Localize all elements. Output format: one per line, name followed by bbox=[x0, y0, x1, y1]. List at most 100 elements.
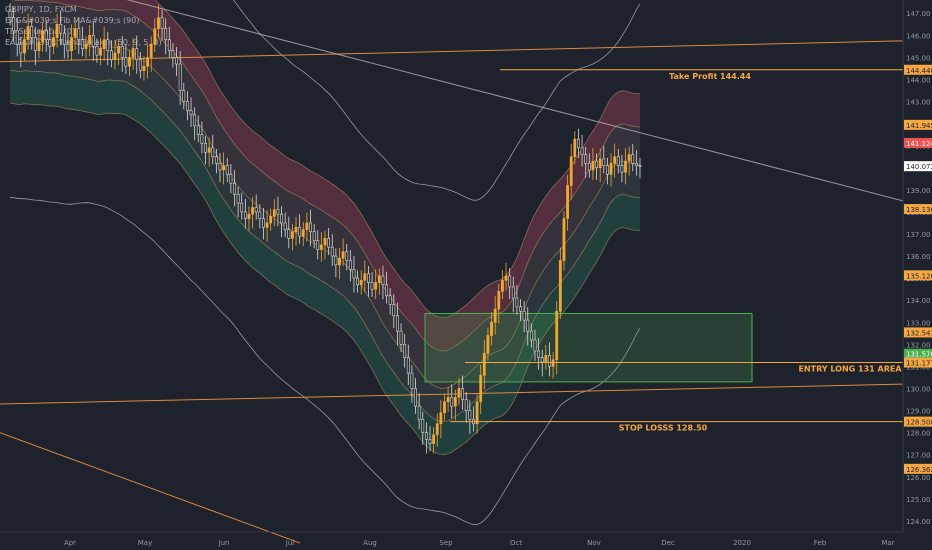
candle bbox=[175, 47, 178, 77]
candle bbox=[367, 266, 370, 297]
candle-body bbox=[414, 388, 417, 407]
candle-body bbox=[634, 163, 638, 166]
candle bbox=[584, 146, 588, 178]
candle-body bbox=[200, 134, 204, 144]
candle bbox=[558, 247, 562, 319]
candle-body bbox=[566, 185, 570, 219]
candle-body bbox=[392, 304, 396, 316]
candle bbox=[240, 192, 244, 220]
candle bbox=[23, 29, 26, 61]
annotation-label: STOP LOSSS 128.50 bbox=[619, 424, 708, 433]
candle-body bbox=[218, 163, 222, 171]
price-label-bg bbox=[904, 64, 932, 75]
candle-body bbox=[432, 434, 436, 445]
price-label: 132.541 bbox=[904, 327, 932, 338]
candle-body bbox=[511, 286, 515, 299]
candle bbox=[453, 389, 457, 421]
candle bbox=[493, 296, 497, 335]
candle bbox=[204, 135, 207, 165]
candle bbox=[305, 212, 309, 242]
candle bbox=[287, 216, 291, 249]
candle bbox=[233, 170, 236, 207]
annotation-label: ENTRY LONG 131 AREA bbox=[798, 365, 902, 374]
candle bbox=[428, 426, 432, 452]
candle-body bbox=[290, 231, 294, 239]
price-tick-label: 143.00 bbox=[906, 99, 931, 107]
price-tick-label: 133.00 bbox=[906, 319, 931, 327]
candle-body bbox=[577, 138, 580, 149]
candle-body bbox=[327, 238, 331, 248]
candle-body bbox=[193, 114, 197, 127]
candle bbox=[178, 50, 182, 105]
candle bbox=[218, 152, 222, 183]
price-label-bg bbox=[904, 137, 932, 148]
candle-body bbox=[15, 30, 19, 45]
price-tick-label: 124.00 bbox=[906, 518, 931, 526]
price-label: 144.440 bbox=[904, 64, 932, 75]
candle-body bbox=[77, 28, 81, 41]
candle-body bbox=[55, 23, 59, 38]
candle bbox=[551, 352, 555, 379]
candle-body bbox=[66, 43, 70, 52]
band-upper-mid bbox=[10, 0, 640, 389]
candle bbox=[544, 345, 548, 370]
price-label: 135.126 bbox=[904, 270, 932, 281]
candle-body bbox=[70, 37, 73, 52]
candle bbox=[30, 18, 34, 50]
candle bbox=[345, 243, 349, 271]
price-label-text: 141.124 bbox=[906, 140, 932, 148]
price-label-bg bbox=[904, 327, 932, 338]
candle-body bbox=[80, 39, 84, 49]
candle bbox=[468, 400, 472, 434]
candle bbox=[153, 18, 157, 52]
time-tick-label: Nov bbox=[587, 539, 601, 547]
candle bbox=[280, 206, 283, 238]
candle bbox=[283, 212, 287, 238]
candle bbox=[587, 152, 591, 178]
annotation-label: Take Profit 144.44 bbox=[669, 72, 751, 81]
candle bbox=[439, 399, 443, 439]
candle bbox=[602, 145, 606, 174]
price-label: 141.945 bbox=[904, 119, 932, 130]
candle bbox=[73, 20, 77, 50]
candle-body bbox=[493, 308, 497, 323]
candle-body bbox=[131, 48, 135, 58]
candle-body bbox=[149, 43, 153, 58]
candle bbox=[330, 234, 334, 266]
candle bbox=[634, 150, 638, 176]
candle bbox=[8, 3, 12, 26]
candle-body bbox=[312, 231, 316, 241]
candle-body bbox=[435, 423, 439, 436]
candle bbox=[19, 36, 23, 68]
candle bbox=[562, 210, 566, 271]
candle bbox=[605, 157, 609, 185]
candle-body bbox=[395, 315, 399, 332]
candle bbox=[146, 44, 150, 79]
candle bbox=[359, 269, 363, 295]
price-label-bg bbox=[904, 204, 932, 215]
candles bbox=[8, 3, 642, 454]
candle-body bbox=[8, 10, 12, 18]
candle-body bbox=[562, 218, 566, 261]
price-label-text: 135.126 bbox=[906, 272, 932, 280]
candle-body bbox=[287, 229, 291, 239]
candle-body bbox=[461, 388, 465, 400]
candle bbox=[262, 208, 265, 240]
time-tick-label: Dec bbox=[661, 539, 675, 547]
candle bbox=[138, 51, 142, 79]
candle-body bbox=[294, 227, 298, 233]
candle-body bbox=[638, 165, 642, 167]
candle-body bbox=[117, 46, 121, 54]
candle bbox=[26, 13, 30, 50]
candle bbox=[59, 11, 63, 46]
price-label-text: 131.177 bbox=[906, 360, 932, 368]
candle-body bbox=[482, 352, 486, 376]
price-label-bg bbox=[904, 348, 932, 359]
candle bbox=[613, 143, 617, 178]
candle-body bbox=[243, 211, 247, 219]
price-label-bg bbox=[904, 416, 932, 427]
candle-body bbox=[59, 23, 63, 34]
candle bbox=[591, 148, 595, 180]
band-lower-green bbox=[10, 70, 640, 455]
